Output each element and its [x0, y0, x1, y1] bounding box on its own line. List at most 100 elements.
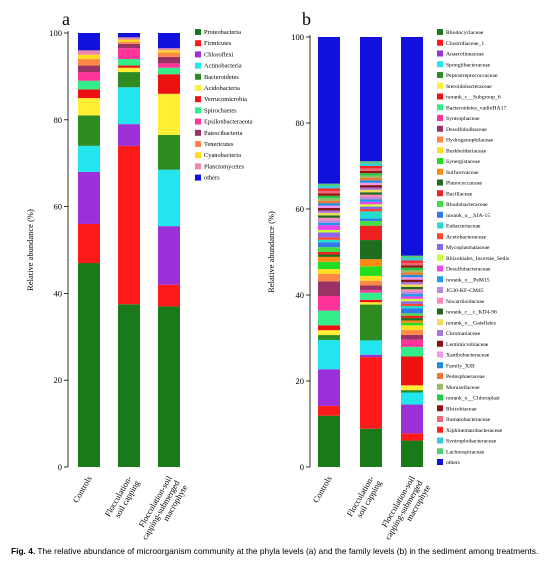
bar-segment-actinobacteria	[78, 145, 100, 172]
legend-swatch-norank-o-pem15	[437, 276, 443, 283]
bar-segment-others	[360, 37, 382, 162]
bar-segment-planococcaceae	[318, 254, 340, 257]
bar-segment-spongiibacteraceae	[360, 340, 382, 355]
bar-segment-norank-o-sja-15	[401, 308, 423, 314]
bar-segment-burkholderiaceae	[401, 325, 423, 331]
legend-label-patescibacteria: Patescibacteria	[204, 130, 242, 137]
bar-segment-clostridiaceae-1	[360, 357, 382, 429]
bar-segment-planctomycetes	[158, 48, 180, 51]
bar-segment-xanthobacteraceae	[401, 277, 423, 280]
bar-segment-moraxellaceae	[360, 175, 382, 178]
bar-segment-syntrophobacteraceae	[401, 258, 423, 261]
bar-segment-planctomycetes	[118, 37, 140, 40]
legend-swatch-rhodocyclaceae	[437, 29, 443, 35]
legend-label-cyanobacteria: Cyanobacteria	[204, 152, 241, 159]
legend-label-nocardioidaceae: Nocardioidaceae	[446, 299, 485, 305]
bar-segment-others	[118, 33, 140, 38]
legend-label-norank-o-gaiellales: norank_o__Gaiellales	[446, 320, 497, 326]
bar-segment-mycoplasmataceae	[401, 301, 423, 304]
legend-swatch-desulfobacteraceae	[437, 265, 443, 272]
bar-segment-spongiibacteraceae	[401, 392, 423, 405]
bar-segment-nocardioidaceae	[318, 217, 340, 221]
bar-segment-hydrogenophilaceae	[401, 330, 423, 335]
x-tick-label: Controls	[70, 474, 93, 504]
legend-label-norank-o-chloroplast: norank_o__Chloroplast	[446, 396, 500, 402]
bar-segment-lentimicrobiaceae	[318, 208, 340, 211]
bar-segment-desulfobulbaceae	[401, 334, 423, 340]
y-tick-label: 100	[49, 28, 62, 38]
bar-segment-patescibacteria	[78, 65, 100, 73]
legend-label-acidobacteria: Acidobacteria	[204, 85, 240, 92]
bar-segment-steroidobacteraceae	[401, 385, 423, 391]
bar-segment-others	[318, 37, 340, 184]
legend-swatch-steroidobacteraceae	[437, 82, 443, 89]
legend-label-epsilonbacteraeota: Epsilonbacteraeota	[204, 119, 253, 126]
bar-segment-acidobacteria	[158, 93, 180, 135]
y-axis-label: Relative abundance (%)	[266, 211, 276, 293]
legend-label-norank-o-pem15: norank_o__PeM15	[446, 277, 490, 283]
legend-label-bacteroidetes: Bacteroidetes	[204, 74, 239, 81]
bar-segment-acetobacteraceae	[401, 303, 423, 307]
bar-segment-eubacteriaceae	[360, 211, 382, 219]
legend-label-anaerolineaceae: Anaerolineaceae	[446, 52, 484, 58]
panel-b-label: b	[302, 9, 311, 29]
legend-swatch-xanthobacteraceae	[437, 351, 443, 358]
legend-swatch-pedosphaeraceae	[437, 373, 443, 379]
bar-segment-chloroflexi	[158, 226, 180, 285]
legend-swatch-planococcaceae	[437, 179, 443, 186]
x-tick-label-line: Controls	[70, 474, 93, 504]
bar-segment-steroidobacteraceae	[360, 302, 382, 305]
legend-label-actinobacteria: Actinobacteria	[204, 63, 242, 70]
bar-segment-chloroflexi	[118, 124, 140, 146]
legend-swatch-anaerolineaceae	[437, 50, 443, 57]
bar-segment-lentimicrobiaceae	[401, 279, 423, 283]
caption-label: Fig. 4.	[11, 546, 36, 556]
legend-label-others: others	[446, 460, 461, 466]
bar-segment-syntrophobacteraceae	[360, 163, 382, 166]
bar-segment-spongiibacteraceae	[318, 339, 340, 370]
x-tick-label: Flocculation-soilcapping-submergedmacrop…	[375, 473, 433, 545]
panel-b-chart: b 0 20 40 60 80 100 Relative abundance (%) Contr…	[266, 9, 510, 545]
bar-segment-ilumatobacteraceae	[401, 262, 423, 266]
legend-label-proteobacteria: Proteobacteria	[204, 29, 241, 36]
y-tick-label: 100	[291, 32, 304, 42]
legend-label-tenericutes: Tenericutes	[204, 141, 234, 148]
bar-segment-lachnospiraceae	[360, 161, 382, 164]
x-tick-label: Flocculation-soil capping	[102, 473, 141, 522]
bar-segment-bacteroidetes-vadinha17	[318, 310, 340, 326]
bar-segment-desulfobulbaceae	[360, 285, 382, 291]
bar-segment-rhodocyclaceae	[360, 428, 382, 467]
bar-segment-bacillaceae	[318, 252, 340, 255]
bar-segment-rhodobacteraceae	[360, 220, 382, 226]
y-tick-label: 60	[54, 202, 63, 212]
bar-segment-norank-o-gaiellales	[401, 284, 423, 287]
x-tick-label: Controls	[310, 474, 333, 504]
figure: a 0 20 40 60 80 100 Relative abundance (%) Contr…	[25, 9, 510, 545]
bar-segment-spirochaetes	[118, 59, 140, 66]
legend-swatch-bacteroidetes	[195, 73, 201, 80]
legend-swatch-spirochaetes	[195, 107, 201, 114]
legend-label-planctomycetes: Planctomycetes	[204, 163, 245, 170]
bar-segment-moraxellaceae	[318, 198, 340, 201]
bar-segment-synergistaceae	[401, 322, 423, 326]
y-tick-label: 20	[54, 375, 63, 385]
bar-segment-planococcaceae	[401, 318, 423, 321]
y-tick-label: 0	[58, 462, 62, 472]
legend-label-bacillaceae: Bacillaceae	[446, 191, 473, 197]
legend-swatch-planctomycetes	[195, 163, 201, 170]
y-tick-label: 0	[300, 462, 304, 472]
bar-segment-verrucomicrobia	[78, 89, 100, 99]
bar-segment-norank-c-subgroup-6	[401, 356, 423, 386]
legend-label-rhodocyclaceae: Rhodocyclaceae	[446, 30, 484, 36]
bar-segment-jg30-kf-cm45	[318, 220, 340, 223]
bar-segment-nocardioidaceae	[401, 289, 423, 292]
legend-label-sulfurovaceae: Sulfurovaceae	[446, 169, 479, 176]
bar-segment-family-xiii	[360, 180, 382, 183]
bar-segment-bacillaceae	[401, 315, 423, 319]
bar-segment-actinobacteria	[118, 87, 140, 125]
bar-segment-cyanobacteria	[158, 50, 180, 53]
legend-swatch-syntrophobacteraceae	[437, 437, 443, 444]
bar-segment-rhizobiales-incertae-sedis	[401, 298, 423, 302]
legend-swatch-chloroflexi	[195, 51, 201, 58]
bar-segment-syntrophaceae	[401, 339, 423, 347]
